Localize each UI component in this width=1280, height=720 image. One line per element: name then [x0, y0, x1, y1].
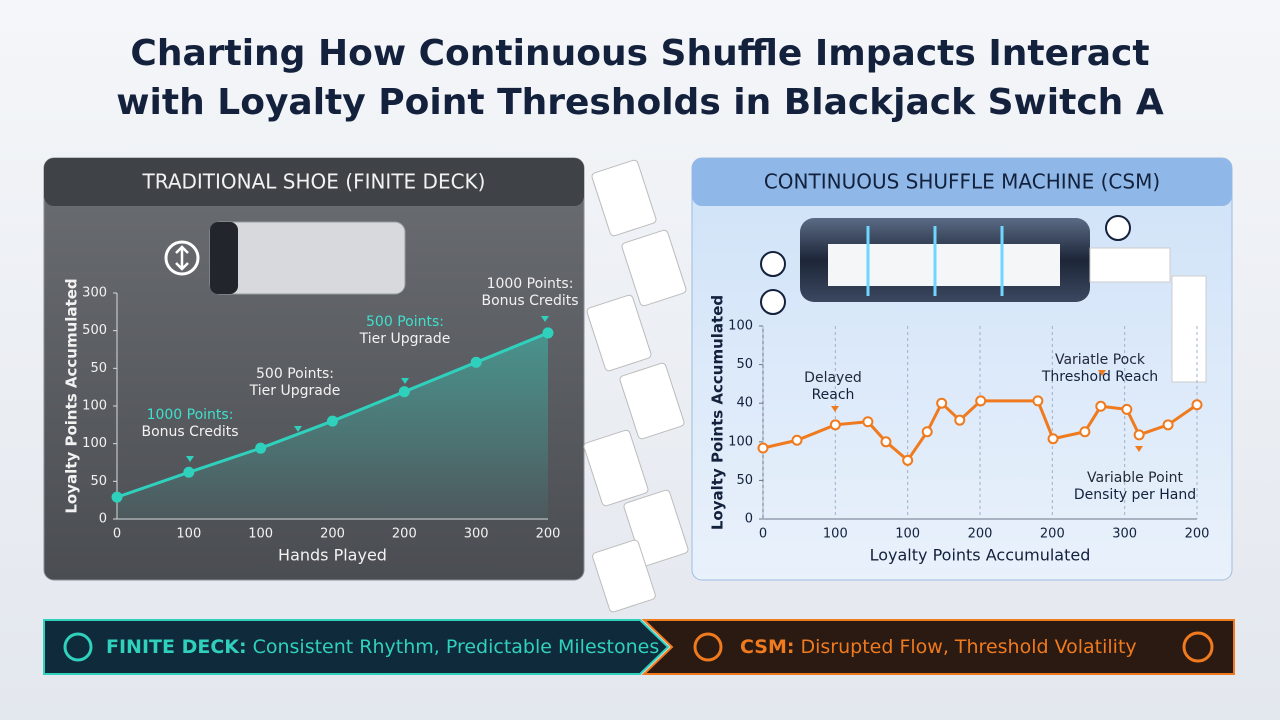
title-line: with Loyalty Point Thresholds in Blackja… — [116, 82, 1164, 123]
point — [470, 356, 482, 368]
x-tick-label: 200 — [1185, 527, 1210, 542]
annotation-arrow — [294, 426, 302, 432]
point — [183, 466, 195, 478]
y-tick-label: 100 — [728, 319, 753, 334]
annotation-label: 500 Points: — [366, 314, 444, 330]
footer-left: FINITE DECK: Consistent Rhythm, Predictab… — [106, 636, 659, 658]
panel-title: TRADITIONAL SHOE (FINITE DECK) — [142, 170, 486, 194]
point — [829, 419, 841, 431]
y-axis-label: Loyalty Points Accumulated — [709, 295, 727, 530]
y-tick-label: 100 — [82, 436, 107, 451]
point — [936, 397, 948, 409]
annotation-arrow — [1135, 446, 1143, 452]
y-tick-label: 0 — [745, 512, 753, 527]
x-tick-label: 0 — [759, 527, 767, 542]
point — [1095, 400, 1107, 412]
point — [1032, 395, 1044, 407]
right-panel-header — [692, 158, 1232, 206]
y-tick-label: 50 — [736, 473, 753, 488]
point — [862, 416, 874, 428]
left-panel-header — [44, 158, 584, 206]
annotation-text: Density per Hand — [1074, 487, 1196, 503]
y-tick-label: 100 — [82, 399, 107, 414]
annotation-text: Threshold Reach — [1041, 369, 1158, 385]
point — [902, 454, 914, 466]
annotation-arrow — [831, 406, 839, 412]
footer-right: CSM: Disrupted Flow, Threshold Volatility — [740, 636, 1137, 658]
y-tick-label: 0 — [99, 512, 107, 527]
y-axis-label: Loyalty Points Accumulated — [63, 278, 81, 513]
y-tick-label: 300 — [82, 286, 107, 301]
point — [1133, 429, 1145, 441]
point — [398, 386, 410, 398]
title-line: Charting How Continuous Shuffle Impacts … — [130, 33, 1149, 74]
annotation-text: Reach — [812, 387, 855, 403]
x-tick-label: 100 — [823, 527, 848, 542]
annotation-text: Tier Upgrade — [249, 383, 341, 399]
annotation-label: 500 Points: — [256, 366, 334, 382]
x-tick-label: 300 — [1112, 527, 1137, 542]
point — [1162, 419, 1174, 431]
csm-machine — [760, 215, 1207, 383]
footer-left-label: FINITE DECK: — [106, 636, 247, 658]
x-axis-label: Loyalty Points Accumulated — [870, 546, 1091, 565]
point — [757, 442, 769, 454]
annotation-label: 1000 Points: — [487, 276, 574, 292]
annotation-arrow — [1098, 370, 1106, 376]
x-axis-label: Hands Played — [278, 546, 387, 565]
x-tick-label: 200 — [320, 527, 345, 542]
point — [1047, 433, 1059, 445]
point — [791, 434, 803, 446]
y-tick-label: 40 — [736, 396, 753, 411]
point — [327, 415, 338, 427]
footer-left-text: Consistent Rhythm, Predictable Milestone… — [253, 636, 660, 658]
point — [921, 426, 933, 438]
annotation-label: Variatle Pock — [1055, 352, 1146, 368]
panel-title: CONTINUOUS SHUFFLE MACHINE (CSM) — [764, 170, 1160, 194]
annotation-text: Tier Upgrade — [359, 331, 451, 347]
footer-right-text: Disrupted Flow, Threshold Volatility — [801, 636, 1137, 658]
y-tick-label: 50 — [90, 474, 107, 489]
x-tick-label: 200 — [1040, 527, 1065, 542]
flying-cards — [583, 159, 689, 613]
point — [1079, 426, 1091, 438]
y-tick-label: 50 — [736, 357, 753, 372]
annotation-label: Delayed — [804, 370, 862, 386]
annotation-text: Bonus Credits — [141, 424, 238, 440]
point — [954, 414, 966, 426]
x-tick-label: 100 — [176, 527, 201, 542]
x-tick-label: 200 — [536, 527, 561, 542]
annotation-text: Bonus Credits — [481, 293, 578, 309]
x-tick-label: 300 — [464, 527, 489, 542]
annotation-arrow — [401, 378, 409, 384]
x-tick-label: 200 — [392, 527, 417, 542]
footer — [43, 619, 1235, 675]
point — [542, 327, 554, 339]
x-tick-label: 100 — [248, 527, 273, 542]
shoe-icon — [164, 221, 406, 295]
x-tick-label: 100 — [895, 527, 920, 542]
annotation-label: 1000 Points: — [147, 407, 234, 423]
x-tick-label: 0 — [113, 527, 121, 542]
y-tick-label: 100 — [728, 434, 753, 449]
point — [1191, 399, 1203, 411]
y-tick-label: 500 — [82, 323, 107, 338]
x-tick-label: 200 — [968, 527, 993, 542]
annotation-arrow — [541, 316, 549, 322]
annotation-arrow — [186, 456, 194, 462]
point — [880, 436, 892, 448]
point — [1121, 403, 1133, 415]
point — [975, 395, 987, 407]
point — [111, 491, 123, 503]
annotation-label: Variable Point — [1087, 470, 1183, 486]
footer-right-label: CSM: — [740, 636, 795, 658]
y-tick-label: 50 — [90, 361, 107, 376]
point — [255, 442, 267, 454]
